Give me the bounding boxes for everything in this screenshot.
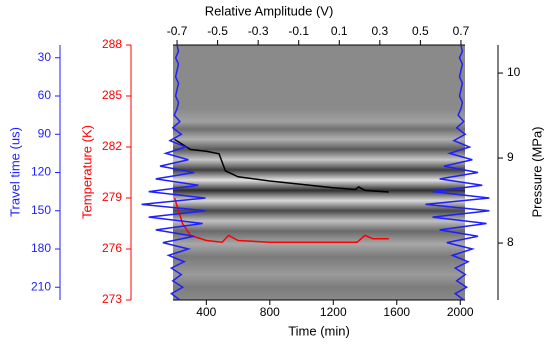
tick-label: 285 bbox=[102, 88, 122, 102]
axis-title: Time (min) bbox=[288, 323, 350, 338]
waveform-image bbox=[173, 45, 465, 300]
axis-title: Temperature (K) bbox=[79, 125, 94, 219]
tick-label: 288 bbox=[102, 37, 122, 51]
tick-label: -0.1 bbox=[288, 24, 309, 38]
tick-label: 10 bbox=[507, 65, 521, 79]
data-line bbox=[174, 138, 389, 193]
data-line bbox=[141, 44, 206, 301]
tick-label: 30 bbox=[38, 50, 52, 64]
tick-label: 180 bbox=[31, 241, 51, 255]
tick-label: 0.7 bbox=[453, 24, 470, 38]
tick-label: 0.5 bbox=[412, 24, 429, 38]
tick-label: 120 bbox=[31, 165, 51, 179]
tick-label: 210 bbox=[31, 279, 51, 293]
tick-label: 800 bbox=[260, 305, 280, 319]
tick-label: 0.1 bbox=[331, 24, 348, 38]
tick-label: 90 bbox=[38, 126, 52, 140]
axis-title: Pressure (MPa) bbox=[529, 126, 544, 217]
tick-label: 273 bbox=[102, 292, 122, 306]
axis-title: Relative Amplitude (V) bbox=[205, 3, 334, 18]
tick-label: 150 bbox=[31, 203, 51, 217]
tick-label: 400 bbox=[196, 305, 216, 319]
tick-label: 8 bbox=[507, 235, 514, 249]
tick-label: -0.3 bbox=[248, 24, 269, 38]
tick-label: 9 bbox=[507, 150, 514, 164]
tick-label: 60 bbox=[38, 88, 52, 102]
tick-label: 1200 bbox=[320, 305, 347, 319]
axis-title: Travel time (us) bbox=[7, 127, 22, 217]
tick-label: 0.3 bbox=[371, 24, 388, 38]
tick-label: 279 bbox=[102, 190, 122, 204]
tick-label: -0.5 bbox=[207, 24, 228, 38]
tick-label: 276 bbox=[102, 241, 122, 255]
tick-label: 1600 bbox=[383, 305, 410, 319]
tick-label: -0.7 bbox=[167, 24, 188, 38]
tick-label: 282 bbox=[102, 139, 122, 153]
tick-label: 2000 bbox=[447, 305, 474, 319]
data-line bbox=[425, 44, 490, 301]
